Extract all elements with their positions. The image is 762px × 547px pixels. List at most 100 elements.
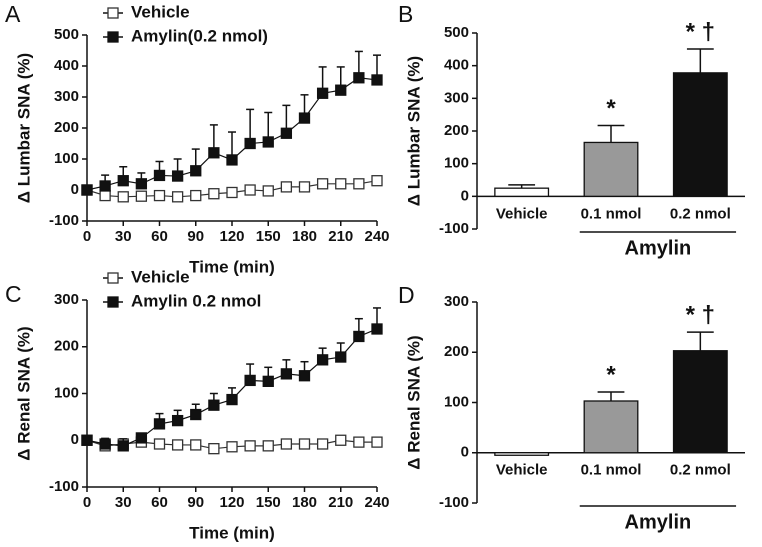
marker — [244, 137, 256, 150]
x-axis-label: Time (min) — [189, 523, 275, 542]
legend-label: Vehicle — [131, 2, 190, 21]
annotation: * † — [686, 18, 715, 45]
legend-marker — [107, 272, 119, 284]
x-tick-label: 210 — [328, 494, 353, 511]
marker — [262, 375, 274, 387]
bar — [672, 72, 728, 197]
x-tick-label: 60 — [151, 494, 168, 511]
marker — [226, 393, 238, 406]
marker — [81, 434, 93, 446]
y-tick-label: 200 — [444, 343, 469, 360]
y-axis-label: Δ Lumbar SNA (%) — [404, 56, 423, 206]
panel-letter: D — [398, 282, 415, 308]
marker — [99, 180, 111, 192]
marker — [226, 186, 238, 199]
marker — [190, 408, 202, 421]
y-tick-label: 300 — [54, 291, 79, 308]
y-tick-label: 200 — [54, 338, 79, 355]
marker — [353, 436, 365, 448]
marker — [208, 399, 220, 411]
x-tick-label: 120 — [219, 228, 244, 245]
y-tick-label: 300 — [444, 89, 469, 106]
marker — [280, 368, 293, 380]
legend-marker — [107, 7, 119, 19]
marker — [208, 147, 220, 159]
y-tick-label: -100 — [49, 212, 79, 229]
group-label: Amylin — [625, 511, 692, 533]
marker — [117, 440, 129, 452]
panel-letter: B — [398, 1, 413, 27]
bar — [494, 452, 550, 456]
legend-marker — [107, 296, 119, 308]
y-tick-label: 400 — [54, 57, 79, 74]
y-tick-label: 200 — [54, 119, 79, 136]
group-label: Amylin — [625, 237, 692, 259]
x-tick-label: 30 — [115, 228, 132, 245]
y-tick-label: 0 — [71, 181, 79, 198]
marker — [117, 191, 129, 203]
panel-letter: C — [5, 281, 22, 307]
y-tick-label: -100 — [439, 494, 469, 511]
x-tick-label: 0 — [83, 228, 91, 245]
x-tick-label: 0.2 nmol — [670, 462, 731, 479]
marker — [171, 439, 184, 451]
marker — [335, 434, 347, 446]
marker — [298, 112, 311, 124]
x-tick-label: 210 — [328, 228, 353, 245]
y-tick-label: 300 — [54, 88, 79, 105]
y-tick-label: 400 — [444, 57, 469, 74]
bar — [583, 400, 639, 454]
marker — [298, 181, 311, 193]
marker — [135, 190, 148, 202]
y-tick-label: 300 — [444, 293, 469, 310]
marker — [190, 189, 202, 202]
x-axis-label: Time (min) — [189, 257, 275, 276]
panel-letter: A — [5, 1, 21, 27]
marker — [226, 154, 238, 166]
marker — [135, 178, 148, 190]
marker — [171, 170, 184, 182]
y-tick-label: 0 — [461, 187, 469, 204]
marker — [335, 178, 347, 190]
y-tick-label: 0 — [71, 431, 79, 448]
y-tick-label: 500 — [54, 26, 79, 43]
marker — [371, 175, 383, 187]
y-tick-label: 100 — [54, 384, 79, 401]
marker — [353, 72, 365, 84]
y-tick-label: 100 — [444, 155, 469, 172]
bar — [583, 141, 639, 197]
x-tick-label: 180 — [292, 228, 317, 245]
y-axis-label: Δ Renal SNA (%) — [404, 335, 423, 469]
y-tick-label: 100 — [54, 150, 79, 167]
marker — [262, 440, 274, 452]
legend-label: Amylin(0.2 nmol) — [131, 26, 268, 45]
marker — [316, 178, 329, 190]
marker — [171, 414, 184, 427]
x-tick-label: 0.1 nmol — [581, 205, 642, 222]
marker — [280, 181, 293, 193]
marker — [153, 169, 166, 182]
marker — [335, 351, 347, 363]
marker — [153, 189, 166, 202]
legend-marker — [107, 31, 119, 43]
marker — [298, 370, 311, 382]
marker — [298, 438, 311, 450]
annotation: * † — [686, 301, 715, 328]
x-tick-label: 180 — [292, 494, 317, 511]
legend-label: Amylin 0.2 nmol — [131, 291, 261, 310]
marker — [244, 184, 256, 196]
bar — [672, 350, 728, 454]
x-tick-label: 60 — [151, 228, 168, 245]
x-tick-label: 120 — [219, 494, 244, 511]
x-tick-label: 150 — [256, 494, 281, 511]
marker — [244, 440, 256, 452]
x-tick-label: 0.1 nmol — [581, 462, 642, 479]
annotation: * — [606, 361, 616, 388]
marker — [153, 418, 166, 430]
y-tick-label: -100 — [49, 478, 79, 495]
marker — [226, 441, 238, 453]
y-axis-label: Δ Renal SNA (%) — [14, 326, 33, 460]
x-tick-label: 150 — [256, 228, 281, 245]
marker — [171, 191, 184, 203]
